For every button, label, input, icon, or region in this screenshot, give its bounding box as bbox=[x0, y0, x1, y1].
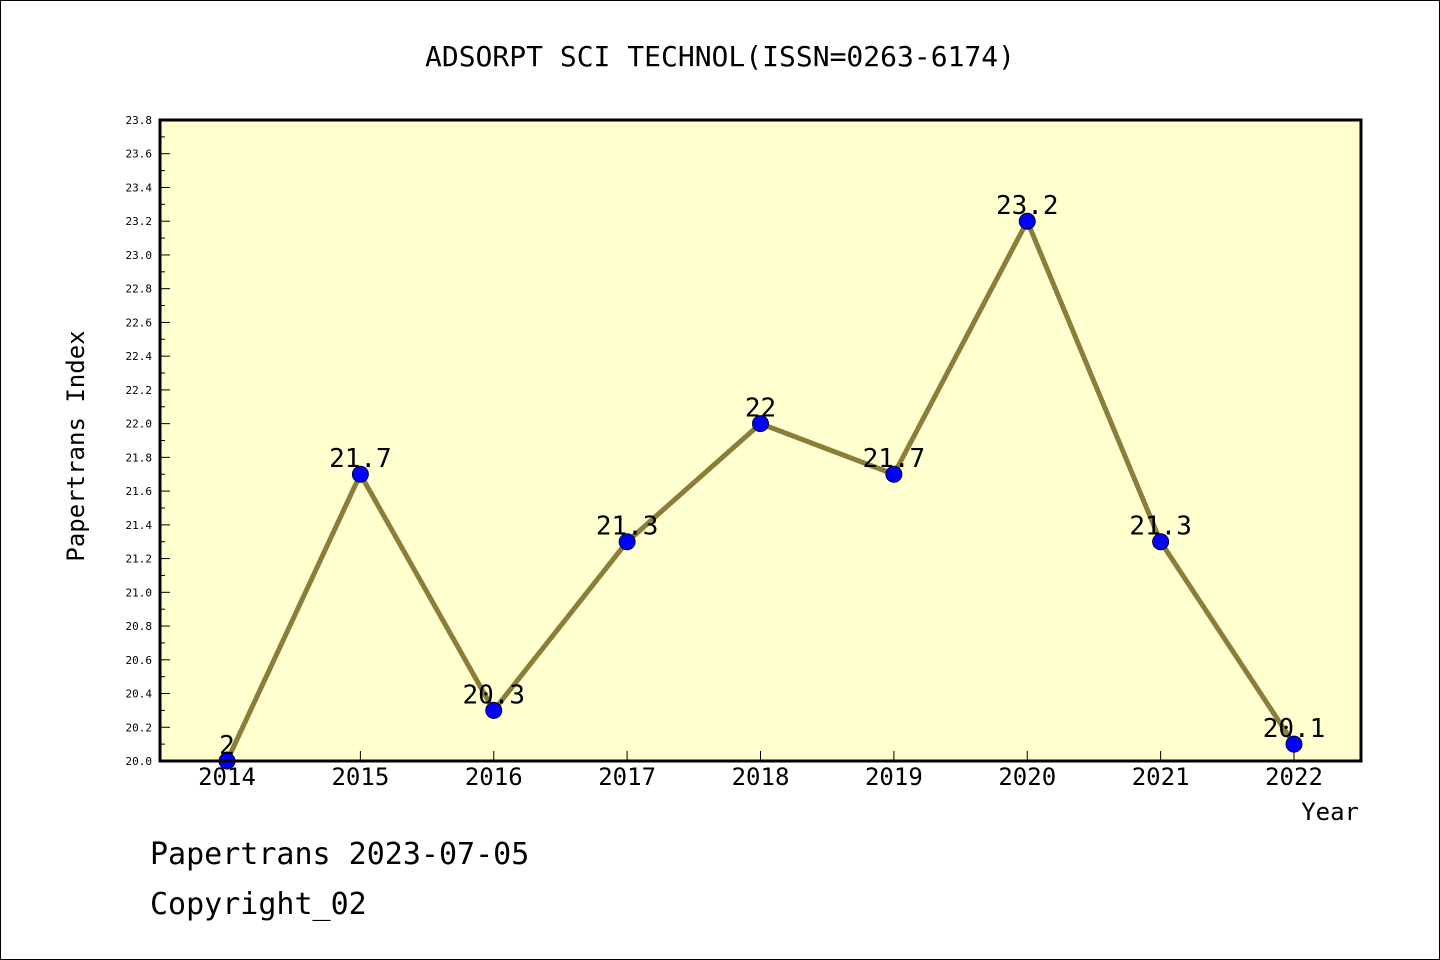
y-tick-label: 20.0 bbox=[126, 755, 153, 768]
y-tick-label: 22.6 bbox=[126, 316, 153, 329]
chart-title: ADSORPT SCI TECHNOL(ISSN=0263-6174) bbox=[425, 40, 1015, 73]
data-point bbox=[618, 533, 636, 551]
x-tick-label: 2016 bbox=[465, 763, 523, 791]
y-tick-label: 22.2 bbox=[126, 384, 153, 397]
y-tick-label: 20.8 bbox=[126, 620, 153, 633]
y-tick-label: 23.4 bbox=[126, 181, 153, 194]
y-tick-label: 23.8 bbox=[126, 114, 153, 127]
y-tick-label: 23.6 bbox=[126, 148, 153, 161]
x-tick-label: 2017 bbox=[598, 763, 656, 791]
y-axis-label: Papertrans Index bbox=[62, 330, 90, 561]
x-axis-label: Year bbox=[1301, 798, 1359, 826]
y-tick-label: 21.0 bbox=[126, 586, 153, 599]
x-tick-label: 2021 bbox=[1132, 763, 1190, 791]
y-tick-label: 20.4 bbox=[126, 688, 153, 701]
y-tick-label: 22.4 bbox=[126, 350, 153, 363]
x-tick-label: 2018 bbox=[732, 763, 790, 791]
plot-border bbox=[158, 118, 1363, 763]
y-tick-label: 23.2 bbox=[126, 215, 153, 228]
y-tick-label: 21.6 bbox=[126, 485, 153, 498]
x-axis: 2014 2015 2016 2017 2018 2019 2020 2021 2022 bbox=[198, 751, 1323, 791]
data-point bbox=[1018, 212, 1036, 230]
series-group: 2 21.7 20.3 21.3 22 21.7 23.2 21.3 20.1 bbox=[218, 191, 1326, 770]
data-point bbox=[885, 465, 903, 483]
y-tick-label: 22.0 bbox=[126, 418, 153, 431]
data-label: 23.2 bbox=[996, 191, 1059, 221]
x-tick-label: 2020 bbox=[998, 763, 1056, 791]
data-label: 21.7 bbox=[863, 444, 926, 474]
data-point bbox=[1285, 735, 1303, 753]
data-label: 21.3 bbox=[1129, 512, 1192, 542]
data-point bbox=[351, 465, 369, 483]
x-tick-label: 2019 bbox=[865, 763, 923, 791]
data-point bbox=[1152, 533, 1170, 551]
data-label: 21.7 bbox=[329, 444, 392, 474]
y-tick-label: 20.2 bbox=[126, 721, 153, 734]
data-point bbox=[752, 415, 769, 433]
y-tick-label: 20.6 bbox=[126, 654, 153, 667]
data-label: 22 bbox=[745, 394, 776, 424]
y-tick-label: 22.8 bbox=[126, 283, 153, 296]
footer-copyright: Copyright_02 bbox=[150, 887, 367, 922]
data-label: 20.1 bbox=[1263, 714, 1326, 744]
data-point bbox=[485, 701, 503, 719]
data-label: 20.3 bbox=[462, 680, 525, 710]
y-tick-label: 21.2 bbox=[126, 553, 153, 566]
data-label: 2 bbox=[219, 731, 235, 761]
y-tick-label: 21.8 bbox=[126, 451, 153, 464]
plot-area bbox=[160, 120, 1361, 761]
y-tick-label: 21.4 bbox=[126, 519, 153, 532]
data-label: 21.3 bbox=[596, 512, 659, 542]
x-tick-label: 2015 bbox=[331, 763, 389, 791]
footer-date: Papertrans 2023-07-05 bbox=[150, 837, 529, 872]
y-axis: 20.0 20.2 20.4 20.6 20.8 21.0 21.2 21.4 21.6 21.8… bbox=[126, 114, 170, 768]
y-tick-label: 23.0 bbox=[126, 249, 153, 262]
x-tick-label: 2022 bbox=[1265, 763, 1323, 791]
